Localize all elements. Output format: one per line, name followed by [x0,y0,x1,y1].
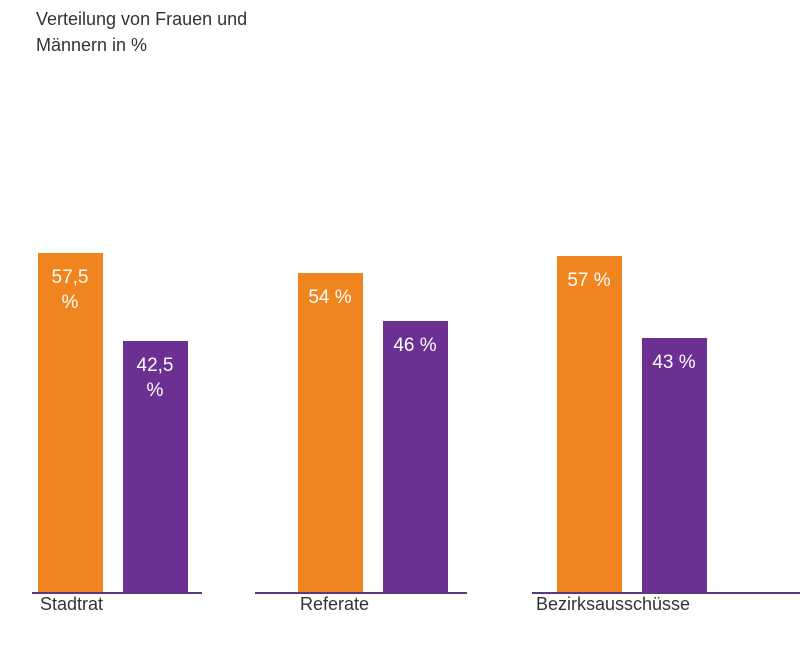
x-tick-label: Stadtrat [40,594,103,615]
value-label: 54 % [305,285,355,310]
bar [557,256,622,592]
bar [298,273,363,592]
value-label: 43 % [649,350,699,375]
chart: Verteilung von Frauen und Männern in % S… [0,0,807,646]
bar [383,321,448,592]
value-label: 46 % [390,333,440,358]
x-tick-label: Bezirksausschüsse [536,594,690,615]
bar [642,338,707,592]
x-tick-label: Referate [300,594,369,615]
value-label: 57,5 % [45,265,95,315]
value-label: 42,5 % [130,353,180,403]
value-label: 57 % [564,268,614,293]
chart-title: Verteilung von Frauen und Männern in % [36,6,276,58]
